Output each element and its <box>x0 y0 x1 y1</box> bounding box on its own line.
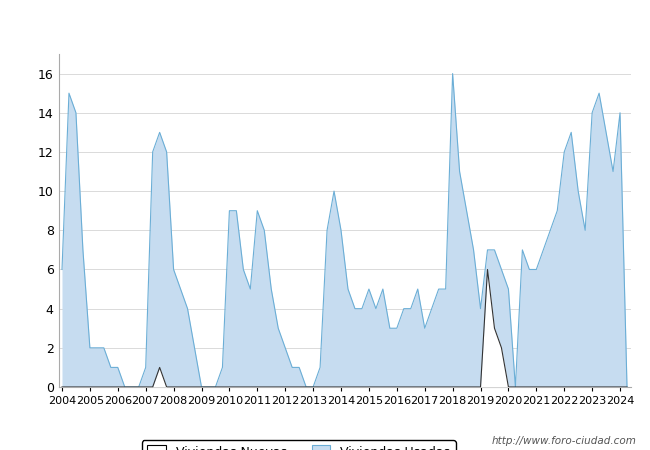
Legend: Viviendas Nuevas, Viviendas Usadas: Viviendas Nuevas, Viviendas Usadas <box>142 441 456 450</box>
Text: http://www.foro-ciudad.com: http://www.foro-ciudad.com <box>492 436 637 446</box>
Text: Montefrío - Evolucion del Nº de Transacciones Inmobiliarias: Montefrío - Evolucion del Nº de Transacc… <box>98 16 552 31</box>
